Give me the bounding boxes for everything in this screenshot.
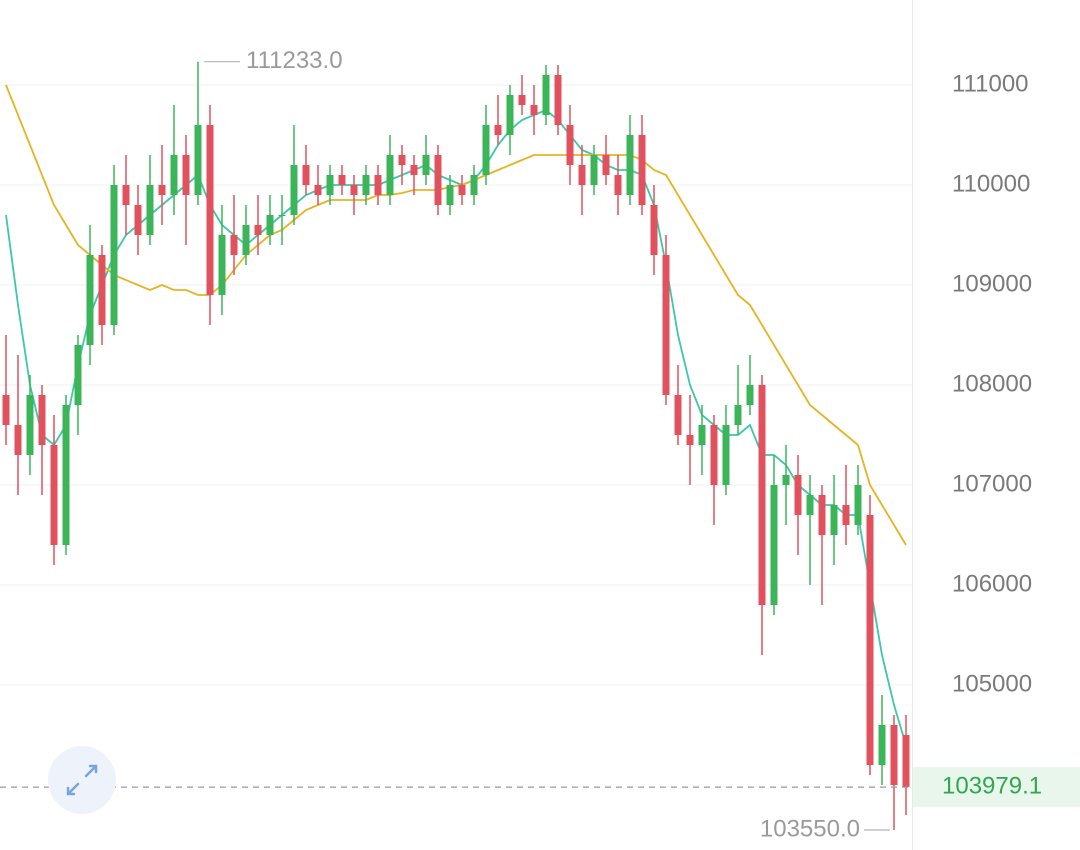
candle-body [170, 155, 178, 195]
candle-body [842, 505, 850, 525]
candle-body [818, 495, 826, 535]
last-price-box [913, 767, 1080, 808]
candle-body [494, 125, 502, 135]
candle-body [266, 215, 274, 235]
candle-body [506, 95, 514, 135]
candle-body [38, 395, 46, 445]
candle-body [14, 425, 22, 455]
candle-body [182, 155, 190, 195]
candle-body [902, 735, 910, 788]
candle-body [674, 395, 682, 435]
y-tick-label: 110000 [952, 170, 1030, 197]
y-tick-label: 109000 [952, 270, 1032, 297]
candle-body [218, 235, 226, 295]
y-tick-label: 105000 [952, 670, 1032, 697]
candle-body [74, 345, 82, 405]
candle-body [482, 125, 490, 175]
moving-average-line [5, 108, 907, 746]
candle-body [446, 185, 454, 205]
moving-average-line [5, 84, 907, 546]
candle-body [362, 175, 370, 195]
candle-body [350, 185, 358, 195]
last-price-label: 103979.1 [942, 772, 1042, 799]
candle-body [698, 425, 706, 445]
candle-body [566, 125, 574, 165]
candle-body [458, 185, 466, 195]
candle-body [326, 175, 334, 195]
candle-body [722, 425, 730, 485]
y-tick-label: 108000 [952, 370, 1032, 397]
candle-body [602, 155, 610, 175]
candle-body [194, 125, 202, 195]
candle-body [866, 515, 874, 765]
candle-body [770, 485, 778, 605]
candle-body [290, 165, 298, 215]
candle-body [134, 205, 142, 235]
candle-body [302, 165, 310, 185]
candle-body [158, 185, 166, 195]
candle-body [62, 405, 70, 545]
candle-body [590, 155, 598, 185]
expand-icon [66, 764, 98, 796]
candle-body [422, 155, 430, 175]
candle-body [614, 175, 622, 195]
candle-body [374, 175, 382, 195]
candle-body [554, 75, 562, 125]
candle-body [758, 385, 766, 605]
candle-body [662, 255, 670, 395]
candle-body [530, 105, 538, 115]
candle-body [782, 475, 790, 485]
candle-body [314, 185, 322, 195]
candle-body [626, 135, 634, 195]
candle-body [518, 95, 526, 105]
y-tick-label: 107000 [952, 470, 1032, 497]
candle-body [50, 445, 58, 545]
candle-body [398, 155, 406, 165]
candle-body [98, 255, 106, 325]
candle-body [878, 725, 886, 765]
candle-body [146, 185, 154, 235]
candle-body [686, 435, 694, 445]
candle-body [578, 165, 586, 185]
candle-body [710, 425, 718, 485]
candle-body [386, 155, 394, 195]
candle-body [206, 125, 214, 295]
candle-body [650, 205, 658, 255]
low-marker-label: 103550.0 [760, 815, 860, 842]
candle-body [242, 225, 250, 255]
candle-body [806, 495, 814, 515]
candle-body [410, 165, 418, 175]
candle-body [434, 155, 442, 205]
expand-button[interactable] [48, 746, 116, 814]
candle-body [86, 255, 94, 345]
candle-body [230, 235, 238, 255]
y-tick-label: 111000 [952, 70, 1029, 97]
candle-body [746, 385, 754, 405]
candle-body [830, 505, 838, 535]
candle-body [122, 185, 130, 205]
candle-body [794, 475, 802, 515]
y-tick-label: 106000 [952, 570, 1032, 597]
candle-body [734, 405, 742, 425]
candle-body [890, 725, 898, 785]
high-marker-label: 111233.0 [246, 47, 343, 74]
candle-body [278, 215, 286, 216]
candle-body [470, 175, 478, 195]
candle-body [254, 225, 262, 235]
candle-body [338, 175, 346, 185]
candle-body [854, 485, 862, 525]
expand-button-bg [48, 746, 116, 814]
candle-body [26, 395, 34, 455]
candle-body [638, 135, 646, 205]
candle-body [110, 185, 118, 325]
candle-body [542, 75, 550, 115]
candle-body [2, 395, 10, 425]
